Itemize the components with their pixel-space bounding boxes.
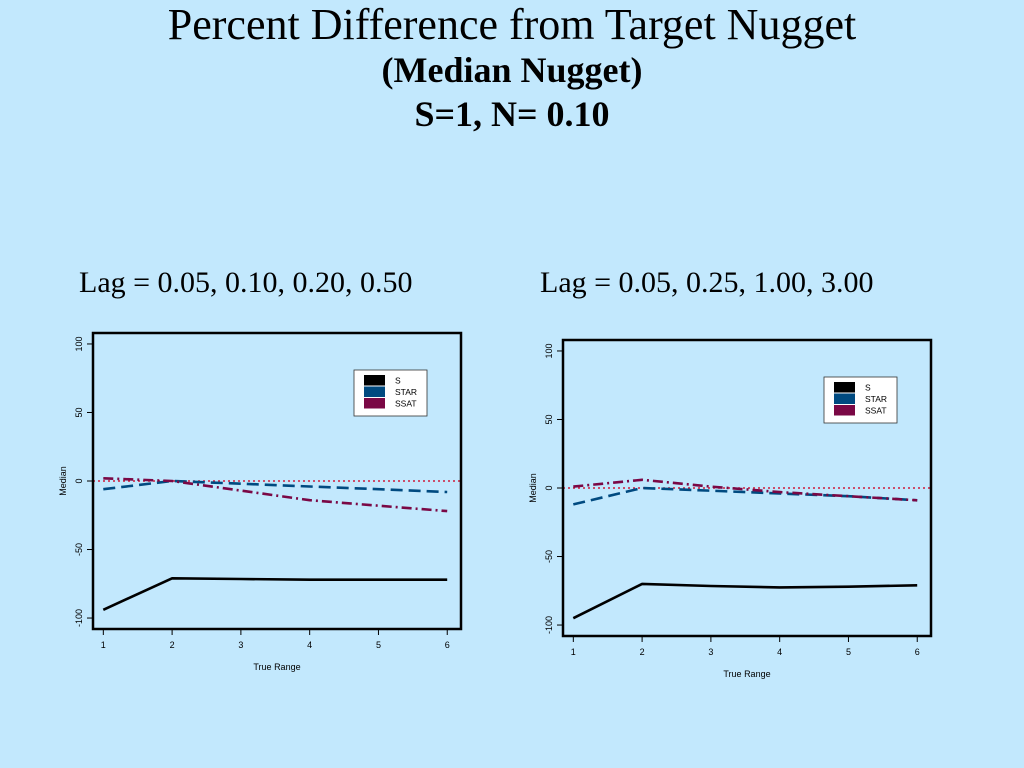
left-y-tick-label: 50 [74,407,84,417]
left-x-tick-label: 5 [376,640,381,650]
right-series-ssat-line [573,478,918,502]
right-x-tick-label: 2 [640,647,645,657]
right-y-axis-title: Median [528,473,538,503]
slide-subtitle-median: (Median Nugget) [381,50,643,90]
left-series-ssat-line [103,477,448,513]
right-y-tick-label: -50 [544,550,554,563]
left-x-axis-title: True Range [253,662,300,672]
right-x-tick-label: 1 [571,647,576,657]
left-legend-label-star: STAR [395,387,417,397]
left-y-axis-title: Median [58,466,68,496]
left-panel-title: Lag = 0.05, 0.10, 0.20, 0.50 [79,266,413,299]
left-x-tick-label: 2 [170,640,175,650]
slide-subtitle-params: S=1, N= 0.10 [414,94,610,134]
right-y-tick-label: 0 [544,485,554,490]
left-legend-swatch-ssat [364,398,385,409]
left-x-tick-label: 1 [101,640,106,650]
left-x-tick-label: 3 [238,640,243,650]
slide-title-block: Percent Difference from Target Nugget (M… [0,0,1024,136]
right-legend-swatch-ssat [834,405,855,416]
left-legend-label-s: S [395,376,401,386]
left-x-tick-label: 6 [445,640,450,650]
left-legend-swatch-s [364,375,385,386]
right-series-star-line [572,486,918,506]
right-x-axis-title: True Range [723,669,770,679]
left-x-tick-label: 4 [307,640,312,650]
right-x-tick-label: 5 [846,647,851,657]
left-y-tick-label: -100 [74,609,84,627]
right-series-s-line [572,582,918,620]
left-legend-swatch-star [364,386,385,397]
left-legend-label-ssat: SSAT [395,399,417,409]
left-y-tick-label: -50 [74,543,84,556]
right-panel-title: Lag = 0.05, 0.25, 1.00, 3.00 [540,266,874,299]
right-y-tick-label: -100 [544,616,554,634]
left-line-chart: 1 2 3 4 5 6 -100 -50 0 50 100 True Range Median SSTAR… [58,331,463,672]
left-y-tick-label: 100 [74,336,84,351]
right-legend-label-star: STAR [865,394,887,404]
right-legend-swatch-s [834,382,855,393]
right-x-tick-label: 4 [777,647,782,657]
right-line-chart: 1 2 3 4 5 6 -100 -50 0 50 100 True Range Median SSTAR… [528,338,933,679]
right-legend-label-ssat: SSAT [865,406,887,416]
left-y-tick-label: 0 [74,478,84,483]
right-y-tick-label: 100 [544,343,554,358]
right-x-tick-label: 3 [708,647,713,657]
right-x-tick-label: 6 [915,647,920,657]
left-series-s-line [102,577,448,611]
right-y-tick-label: 50 [544,414,554,424]
left-series-star-line [103,479,448,494]
right-legend-label-s: S [865,383,871,393]
right-legend-swatch-star [834,393,855,404]
slide-title: Percent Difference from Target Nugget [167,0,857,49]
